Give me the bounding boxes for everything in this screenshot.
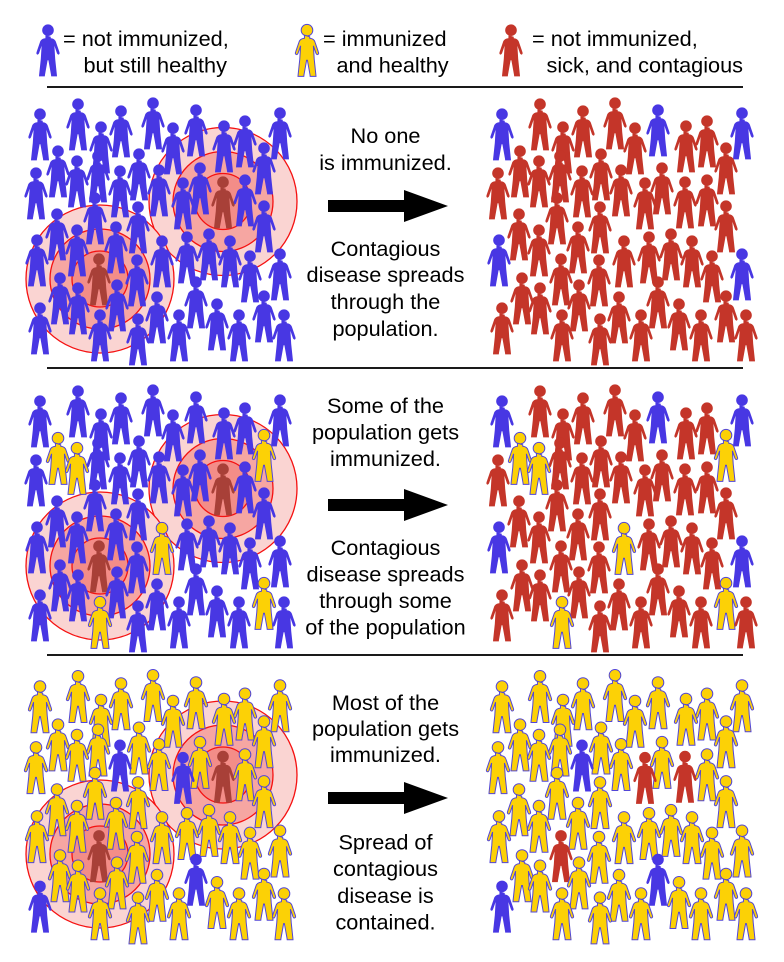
svg-text:Spread of: Spread of: [338, 830, 433, 855]
svg-text:through some: through some: [319, 588, 452, 613]
svg-text:population gets: population gets: [312, 716, 459, 741]
svg-text:No one: No one: [351, 123, 421, 148]
svg-text:and healthy: and healthy: [337, 53, 449, 78]
svg-text:disease spreads: disease spreads: [307, 262, 465, 287]
svg-text:but still healthy: but still healthy: [84, 53, 228, 78]
svg-text:population gets: population gets: [312, 420, 459, 445]
svg-text:Most of the: Most of the: [332, 690, 439, 715]
svg-text:immunized.: immunized.: [330, 742, 441, 767]
svg-text:population.: population.: [332, 316, 438, 341]
svg-text:disease is: disease is: [337, 883, 434, 908]
svg-text:= not immunized,: = not immunized,: [63, 26, 229, 51]
svg-text:contained.: contained.: [335, 910, 435, 935]
svg-text:Contagious: Contagious: [331, 535, 441, 560]
svg-text:Contagious: Contagious: [331, 236, 441, 261]
svg-text:immunized.: immunized.: [330, 446, 441, 471]
svg-text:= immunized: = immunized: [323, 26, 447, 51]
svg-text:disease spreads: disease spreads: [307, 562, 465, 587]
svg-text:contagious: contagious: [333, 856, 438, 881]
svg-text:of the population: of the population: [305, 615, 465, 640]
svg-text:Some of the: Some of the: [327, 393, 444, 418]
svg-text:= not immunized,: = not immunized,: [532, 26, 698, 51]
svg-text:sick, and contagious: sick, and contagious: [547, 53, 744, 78]
svg-text:through the: through the: [331, 289, 441, 314]
svg-text:is immunized.: is immunized.: [319, 150, 452, 175]
